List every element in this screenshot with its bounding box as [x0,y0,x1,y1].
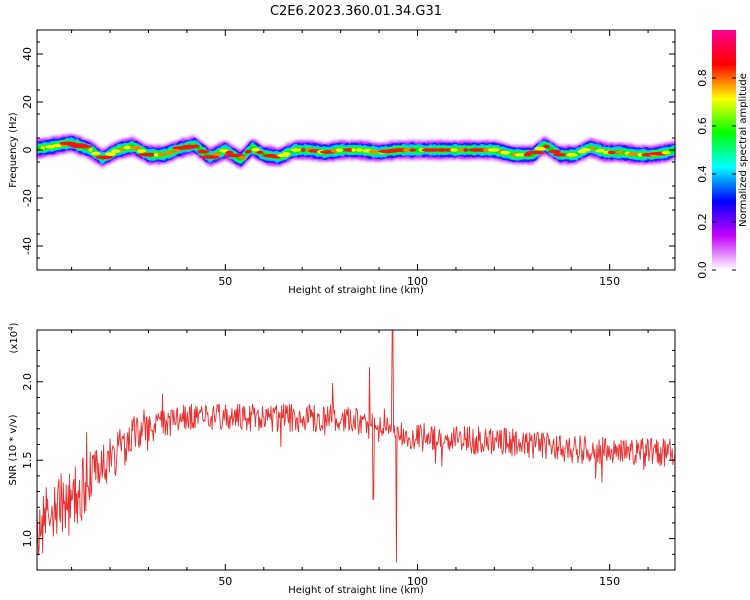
spectrogram-peak [450,148,458,152]
colorbar-tick-label: 0.4 [696,165,709,183]
spectrogram-peak [111,149,121,153]
spectrogram-peak [580,148,591,152]
y-tick-label: 1.5 [21,451,34,469]
spectrogram-peak [444,148,452,152]
spectrogram-peak [104,152,116,156]
y-tick-label: -40 [21,237,34,255]
spectrogram-band [37,132,675,170]
spectrogram-peak [129,146,142,150]
y-tick-label: -20 [21,189,34,207]
y-tick-label: 1.0 [21,530,34,548]
spectrogram-peak [238,155,247,160]
spectrogram-peak [543,144,550,149]
spectrogram-peak [590,146,596,151]
y-tick-label: 0 [21,147,34,154]
spectrogram-peak [192,144,200,149]
x-tick-label: 100 [407,575,428,588]
x-tick-label: 50 [218,575,232,588]
spectrogram-xlabel: Height of straight line (km) [288,285,424,296]
x-tick-label: 50 [218,275,232,288]
spectrogram-peak [435,148,448,152]
spectrogram-peak [615,150,624,155]
spectrogram-peak [488,148,500,152]
spectrogram-panel: 50 100 150 -40 -20 0 20 40 Height of straight l… [8,29,676,296]
spectrogram-peak [70,144,93,149]
spectrogram-peak [661,150,671,155]
y-tick-label: 20 [21,95,34,109]
spectrogram-peak [627,152,639,156]
y-tick-label: 2.0 [21,373,34,391]
spectrogram-peak [162,151,175,155]
spectrogram-peak [181,144,197,149]
spectrogram-peak [219,149,229,153]
snr-ticks: 50 100 150 1.0 1.5 2.0 [21,330,675,588]
spectrogram-peak [196,149,210,154]
spectrogram-peak [355,148,364,152]
spectrogram-peak [463,148,469,152]
spectrogram-peak [351,148,356,152]
snr-panel: 50 100 150 1.0 1.5 2.0 Height of straight lin… [7,322,676,596]
snr-series-line [36,329,676,563]
colorbar: 0.0 0.2 0.4 0.6 0.8 Normalized spectral ampl… [696,30,749,279]
spectrogram-peak [153,153,159,157]
spectrogram-peak [225,150,234,155]
spectrogram-peak [336,148,344,152]
spectrogram-peak [553,152,566,157]
spectrogram-peak [500,150,511,155]
spectrogram-peak [244,149,252,154]
spectrogram-peak [525,150,546,155]
x-tick-label: 100 [407,275,428,288]
spectrogram-peak [523,153,531,157]
colorbar-tick-label: 0.0 [696,261,709,279]
spectrogram-peak [88,148,93,152]
spectrogram-peak [534,146,546,151]
spectrogram-peak [136,149,146,153]
spectrogram-peak [300,148,306,152]
spectrogram-peak [95,155,114,160]
spectrogram-ticks: 50 100 150 -40 -20 0 20 40 [21,30,675,288]
chart-title: C2E6.2023.360.01.34.G31 [270,4,442,19]
spectrogram-peak [40,146,45,150]
colorbar-gradient [712,30,736,270]
spectrogram-ylabel: Frequency (Hz) [8,112,19,188]
colorbar-tick-label: 0.8 [696,69,709,87]
spectrogram-peak [637,153,643,157]
spectrogram-peak [251,147,260,152]
x-tick-label: 150 [599,275,620,288]
colorbar-tick-label: 0.6 [696,117,709,135]
snr-frame [36,329,676,571]
snr-ylabel: SNR (10 * v/v) [8,414,19,485]
spectrogram-peak [368,149,379,154]
snr-xlabel: Height of straight line (km) [288,585,424,596]
spectrogram-peak [548,149,561,154]
spectrogram-peak [157,153,164,157]
spectrogram-peak [119,147,125,151]
spectrogram-peak [256,150,264,155]
spectrogram-peak [91,151,101,156]
spectrogram-peak [457,148,465,152]
colorbar-tick-label: 0.2 [696,213,709,231]
colorbar-label: Normalized spectral amplitude [738,73,749,227]
spectrogram-peak [514,153,526,157]
spectrogram-peak [409,148,416,152]
y-tick-label: 40 [21,47,34,61]
spectrogram-peak [137,152,159,157]
spectrogram-peak [212,152,221,156]
spectrogram-peak [566,153,578,157]
spectrogram-peak [595,148,605,153]
x-tick-label: 150 [599,575,620,588]
spectrogram-peak [200,155,220,159]
spectrogram-peak [290,148,302,152]
colorbar-ticks: 0.0 0.2 0.4 0.6 0.8 [696,69,736,279]
spectrogram-peak [282,152,291,156]
spectrogram-peak [607,150,616,155]
snr-scale-label: (x104) [7,322,20,353]
